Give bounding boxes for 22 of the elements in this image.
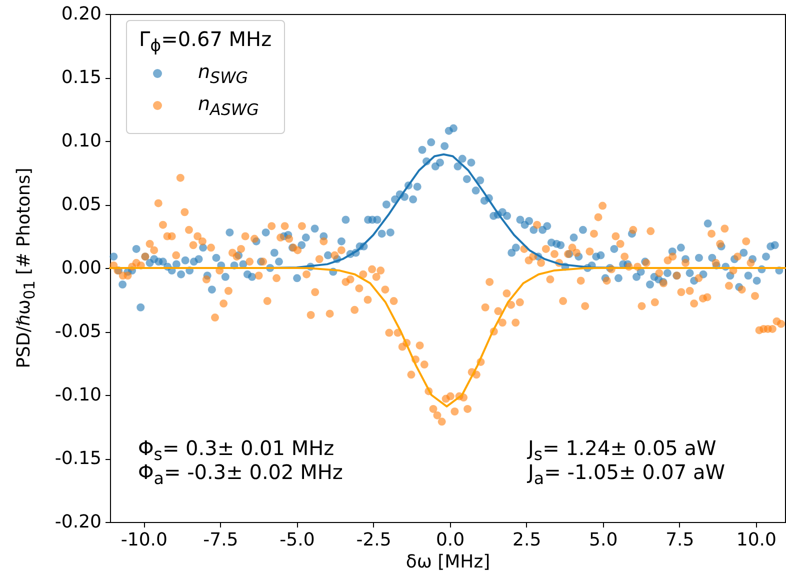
x-tick-label: 10.0 bbox=[736, 530, 776, 550]
y-tick-label: 0.20 bbox=[61, 4, 102, 24]
y-tick-label: -0.15 bbox=[54, 448, 102, 469]
y-tick-label: 0.10 bbox=[61, 130, 102, 152]
y-tick-label: -0.20 bbox=[54, 512, 102, 532]
y-tick-label: -0.10 bbox=[54, 384, 102, 406]
x-tick-label: -5.0 bbox=[280, 530, 315, 550]
y-tick-label: 0.05 bbox=[61, 194, 102, 215]
x-tick-label: 2.5 bbox=[512, 530, 542, 550]
x-tick-label: 0.0 bbox=[436, 530, 465, 550]
x-tick-label: 7.5 bbox=[666, 530, 694, 550]
y-tick-label: -0.05 bbox=[54, 321, 102, 342]
x-tick-label: -2.5 bbox=[356, 530, 392, 550]
x-tick-label: -10.0 bbox=[120, 530, 168, 550]
x-tick-label: -7.5 bbox=[203, 530, 238, 550]
y-tick-label: 0.15 bbox=[61, 67, 102, 88]
legend-label: n$_{ASWG}$ bbox=[198, 92, 259, 119]
x-tick-label: 5.0 bbox=[589, 530, 618, 550]
y-tick-label: 0.00 bbox=[61, 258, 102, 278]
legend-label: n$_{SWG}$ bbox=[198, 61, 248, 87]
legend-title: Γ$_{ϕ}$=0.67 MHz bbox=[139, 27, 272, 55]
x-axis-title: δω [MHz] bbox=[406, 552, 490, 572]
